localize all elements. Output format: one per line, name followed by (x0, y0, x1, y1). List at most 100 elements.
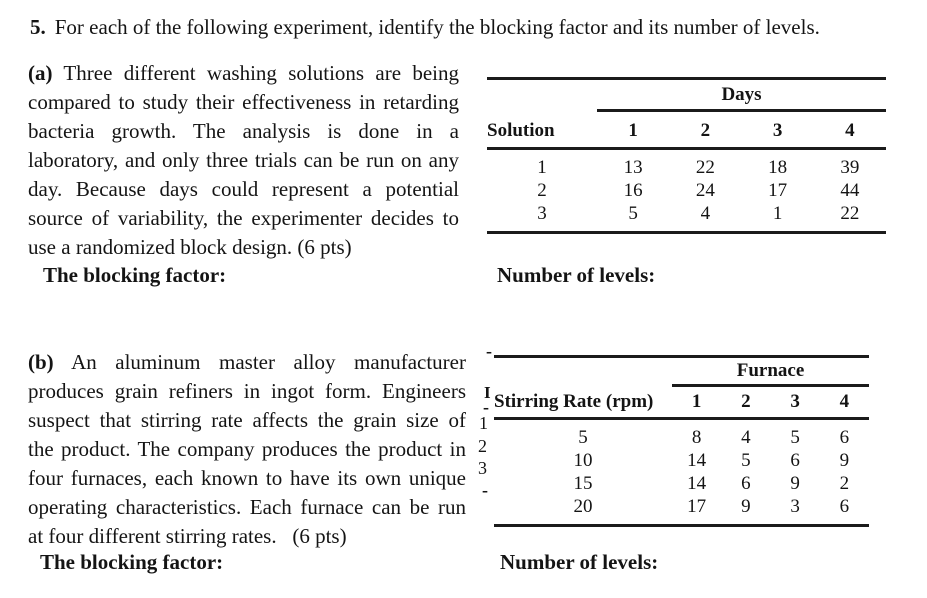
col-header: 4 (839, 391, 850, 412)
value-cell: 18 (768, 157, 788, 178)
table-top-rule (487, 77, 886, 80)
paragraph-line: at four different stirring rates. (6 pts… (28, 524, 347, 548)
table-body: 1 13 22 18 39 2 16 24 17 44 3 5 4 1 22 (487, 150, 886, 231)
column-header-row: Stirring Rate (rpm) 1 2 3 4 (494, 387, 869, 417)
value-cell: 14 (687, 473, 707, 494)
value-cell: 44 (840, 180, 860, 201)
value-cell: 6 (741, 473, 751, 494)
value-cell: 24 (695, 180, 715, 201)
table-top-rule (494, 355, 869, 358)
paragraph-line: use a randomized block design. (6 pts) (28, 235, 352, 259)
value-cell: 13 (623, 157, 643, 178)
clipped-fragment: I (484, 383, 491, 402)
table-row: 15 14 6 9 2 (494, 472, 869, 495)
value-cell: 6 (839, 427, 850, 448)
table-row: 10 14 5 6 9 (494, 449, 869, 472)
row-label-cell: 15 (573, 473, 593, 494)
paragraph-line: bacteria growth. The analysis is done in… (28, 119, 459, 143)
span-header-rule (597, 109, 886, 112)
value-cell: 22 (695, 157, 715, 178)
paragraph-line: (b) An aluminum master alloy manufacture… (28, 350, 466, 374)
paragraph-line: source of variability, the experimenter … (28, 206, 459, 230)
value-cell: 17 (687, 496, 707, 517)
table-bottom-rule (494, 524, 869, 527)
value-cell: 3 (790, 496, 800, 517)
value-cell: 8 (691, 427, 702, 448)
value-cell: 5 (790, 427, 800, 448)
number-of-levels-label-a: Number of levels: (497, 263, 656, 287)
value-cell: 9 (839, 450, 850, 471)
col-header: 2 (700, 120, 711, 141)
value-cell: 17 (768, 180, 788, 201)
paragraph-b: (b) An aluminum master alloy manufacture… (28, 348, 466, 551)
row-label-cell: 2 (537, 180, 547, 201)
value-cell: 9 (790, 473, 800, 494)
value-cell: 6 (839, 496, 850, 517)
value-cell: 22 (840, 203, 860, 224)
span-header-furnace: Furnace (736, 360, 805, 381)
col-header: 3 (790, 391, 800, 412)
paragraph-line: the product. The company produces the pr… (28, 437, 466, 461)
clipped-fragment: 1 (479, 413, 488, 433)
paragraph-line: (a) Three different washing solutions ar… (28, 61, 459, 85)
row-label-cell: 10 (573, 450, 593, 471)
paragraph-line: four furnaces, each known to have its ow… (28, 466, 466, 490)
value-cell: 5 (628, 203, 638, 224)
value-cell: 39 (840, 157, 860, 178)
number-of-levels-label-b: Number of levels: (500, 550, 659, 574)
clipped-fragment: 2 (478, 436, 487, 456)
span-header-spacer (487, 80, 597, 109)
value-cell: 4 (700, 203, 711, 224)
value-cell: 16 (623, 180, 643, 201)
table-row: 3 5 4 1 22 (487, 202, 886, 225)
span-header-days: Days (721, 84, 762, 105)
paragraph-line: compared to study their effectiveness in… (28, 90, 459, 114)
span-header-spacer (494, 358, 672, 384)
value-cell: 5 (741, 450, 751, 471)
table-row: 5 8 4 5 6 (494, 426, 869, 449)
row-label-cell: 5 (578, 427, 588, 448)
table-row: 2 16 24 17 44 (487, 179, 886, 202)
row-header-label: Solution (487, 120, 555, 141)
col-header: 1 (691, 391, 702, 412)
value-cell: 14 (687, 450, 707, 471)
page-title: 5. For each of the following experiment, … (30, 15, 820, 40)
col-header: 1 (628, 120, 638, 141)
header-bottom-rule (494, 417, 869, 420)
clipped-fragment: 3 (478, 458, 487, 478)
value-cell: 2 (839, 473, 850, 494)
row-label-cell: 20 (573, 496, 593, 517)
value-cell: 4 (741, 427, 751, 448)
value-cell: 6 (790, 450, 800, 471)
paragraph-lead: (b) (28, 350, 54, 374)
blocking-factor-label-a: The blocking factor: (43, 263, 227, 287)
paragraph-line: laboratory, and only three trials can be… (28, 148, 459, 172)
col-header: 2 (741, 391, 751, 412)
paragraph-line: day. Because days could represent a pote… (28, 177, 459, 201)
col-header: 4 (845, 120, 855, 141)
clipped-fragment: - (483, 397, 489, 417)
col-header: 3 (772, 120, 783, 141)
span-header-rule (672, 384, 869, 387)
table-body: 5 8 4 5 6 10 14 5 6 9 15 14 6 9 2 20 17 9 3 6 (494, 420, 869, 524)
bacteria-growth-table: Days Solution 1 2 3 4 1 13 22 18 39 2 16 24 17 44… (487, 77, 886, 234)
problem-number: 5. (30, 15, 46, 39)
row-header-label: Stirring Rate (rpm) (494, 391, 654, 412)
paragraph-line: operating characteristics. Each furnace … (28, 495, 466, 519)
table-bottom-rule (487, 231, 886, 234)
value-cell: 1 (772, 203, 783, 224)
span-header-row: Furnace (494, 358, 869, 384)
paragraph-a: (a) Three different washing solutions ar… (28, 59, 459, 262)
row-label-cell: 1 (537, 157, 547, 178)
table-row: 20 17 9 3 6 (494, 495, 869, 518)
paragraph-line: produces grain refiners in ingot form. E… (28, 379, 466, 403)
paragraph-lead: (a) (28, 61, 53, 85)
clipped-fragment: - (482, 480, 488, 500)
span-header-row: Days (487, 80, 886, 109)
paragraph-line: suspect that stirring rate affects the g… (28, 408, 466, 432)
column-header-row: Solution 1 2 3 4 (487, 112, 886, 147)
row-label-cell: 3 (537, 203, 547, 224)
clipped-fragment: - (486, 341, 492, 361)
problem-title-text: For each of the following experiment, id… (54, 15, 820, 39)
